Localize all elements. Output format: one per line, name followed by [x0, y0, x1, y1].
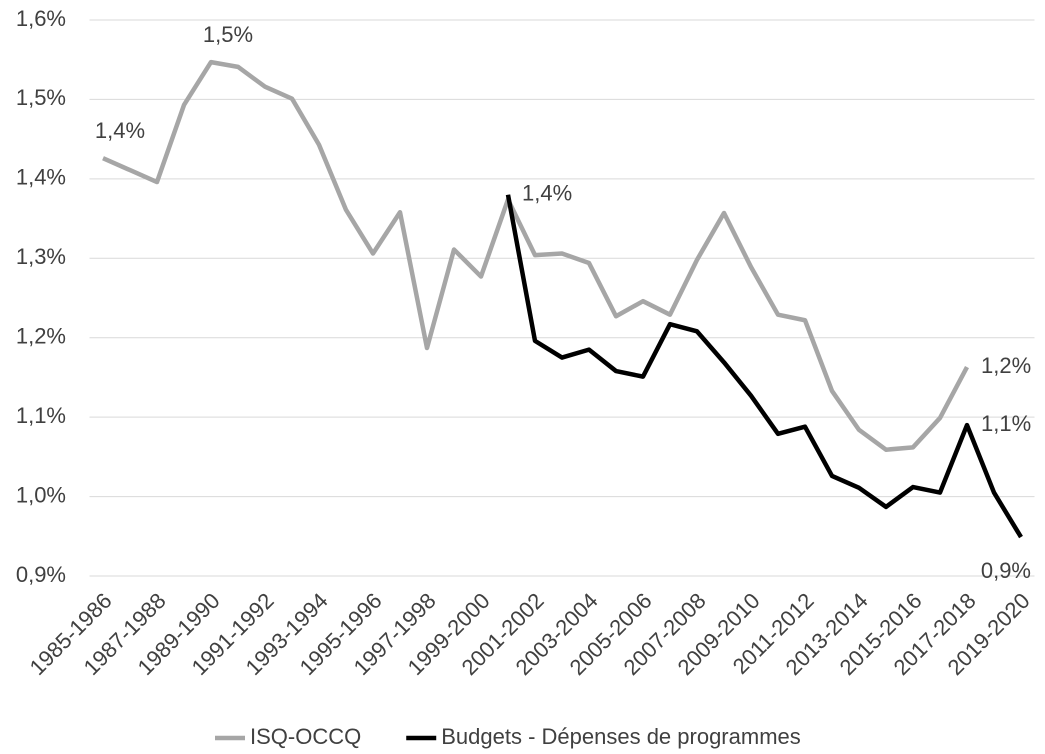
data-label: 1,4% — [522, 181, 572, 206]
y-tick-label: 1,2% — [16, 324, 66, 349]
data-label: 1,5% — [203, 22, 253, 47]
y-tick-label: 1,3% — [16, 244, 66, 269]
data-label: 0,9% — [981, 558, 1031, 583]
y-tick-label: 1,0% — [16, 482, 66, 507]
legend-label: ISQ-OCCQ — [250, 724, 361, 749]
data-label: 1,1% — [981, 411, 1031, 436]
data-label: 1,2% — [981, 353, 1031, 378]
legend-label: Budgets - Dépenses de programmes — [441, 724, 801, 749]
y-tick-label: 1,5% — [16, 85, 66, 110]
y-tick-label: 0,9% — [16, 562, 66, 587]
series-line — [505, 194, 1023, 539]
y-tick-label: 1,6% — [16, 6, 66, 31]
y-tick-label: 1,1% — [16, 403, 66, 428]
series-line — [102, 59, 969, 452]
data-label: 1,4% — [95, 118, 145, 143]
y-tick-label: 1,4% — [16, 165, 66, 190]
